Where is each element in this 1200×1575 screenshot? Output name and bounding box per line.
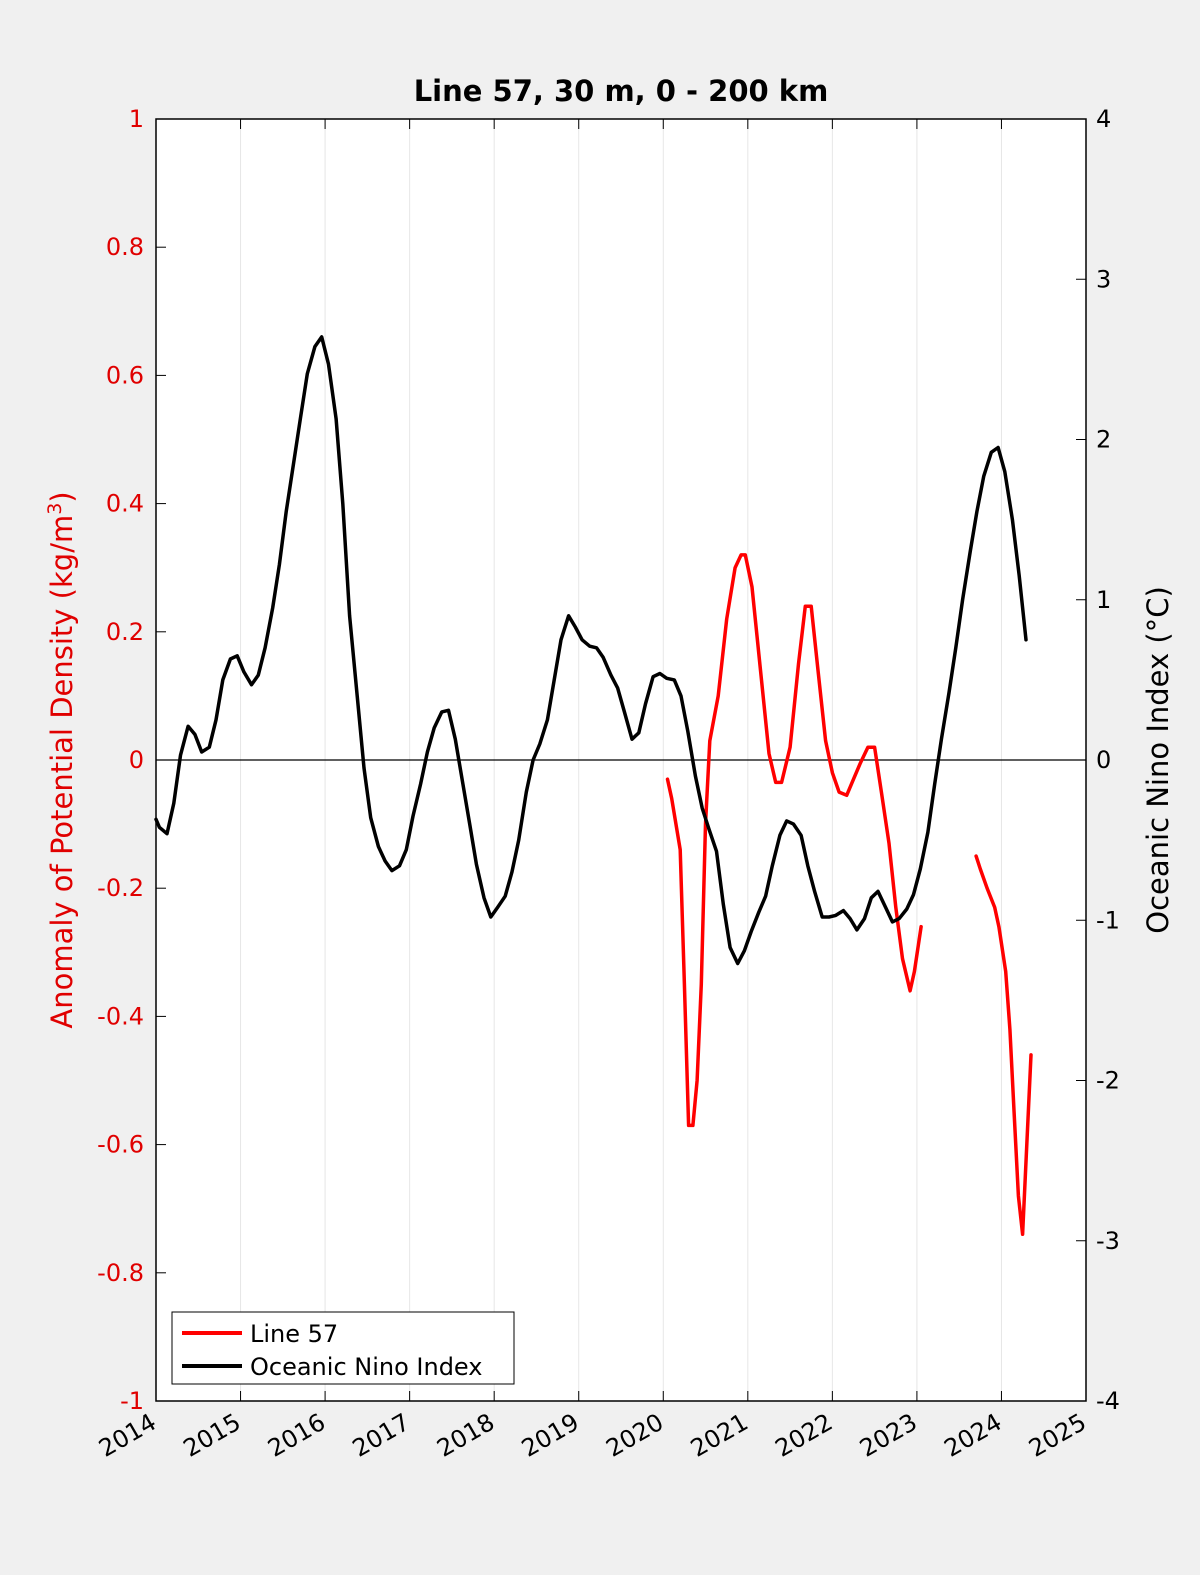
y-left-tick-label: 0 [129, 746, 144, 774]
y-axis-left-label-sup: 3 [44, 503, 66, 515]
y-axis-left: 1 0.8 0.6 0.4 0.2 0 -0.2 -0.4 -0.6 -0.8 -1 [97, 105, 166, 1415]
y-right-tick-label: -1 [1096, 906, 1120, 934]
y-left-tick-label: 0.6 [106, 361, 144, 389]
y-left-tick-label: -0.6 [97, 1131, 144, 1159]
line57-series-segment-0 [665, 553, 923, 1128]
legend: Line 57 Oceanic Nino Index [171, 1311, 515, 1385]
y-right-tick-label: 4 [1096, 105, 1111, 133]
oni-series-segment-0 [154, 335, 1028, 966]
y-axis-right: 4 3 2 1 0 -1 -2 -3 -4 [1076, 105, 1120, 1415]
y-axis-right-label: Oceanic Nino Index (°C) [1141, 586, 1175, 934]
y-right-tick-label: 1 [1096, 586, 1111, 614]
line57-series-segment-1 [974, 854, 1033, 1237]
y-right-tick-label: -2 [1096, 1067, 1120, 1095]
legend-box [171, 1311, 515, 1385]
legend-label-line57: Line 57 [250, 1320, 338, 1348]
y-right-tick-label: 0 [1096, 746, 1111, 774]
y-left-tick-label: 1 [129, 105, 144, 133]
y-left-tick-label: 0.4 [106, 490, 144, 518]
series-lines [154, 335, 1033, 1237]
y-left-tick-label: -0.8 [97, 1259, 144, 1287]
y-right-tick-label: 2 [1096, 426, 1111, 454]
y-axis-left-label-text: Anomaly of Potential Density (kg/m [45, 515, 79, 1029]
y-axis-left-label-end: ) [45, 491, 79, 502]
legend-label-oni: Oceanic Nino Index [250, 1353, 482, 1381]
y-left-tick-label: -0.4 [97, 1002, 144, 1030]
y-left-tick-label: 0.2 [106, 618, 144, 646]
y-left-tick-label: 0.8 [106, 233, 144, 261]
y-left-tick-label: -1 [120, 1387, 144, 1415]
y-right-tick-label: -3 [1096, 1227, 1120, 1255]
y-left-tick-label: -0.2 [97, 874, 144, 902]
chart-title: Line 57, 30 m, 0 - 200 km [414, 74, 829, 108]
y-right-tick-label: -4 [1096, 1387, 1120, 1415]
y-axis-left-label: Anomaly of Potential Density (kg/m3) [44, 491, 79, 1028]
y-right-tick-label: 3 [1096, 265, 1111, 293]
